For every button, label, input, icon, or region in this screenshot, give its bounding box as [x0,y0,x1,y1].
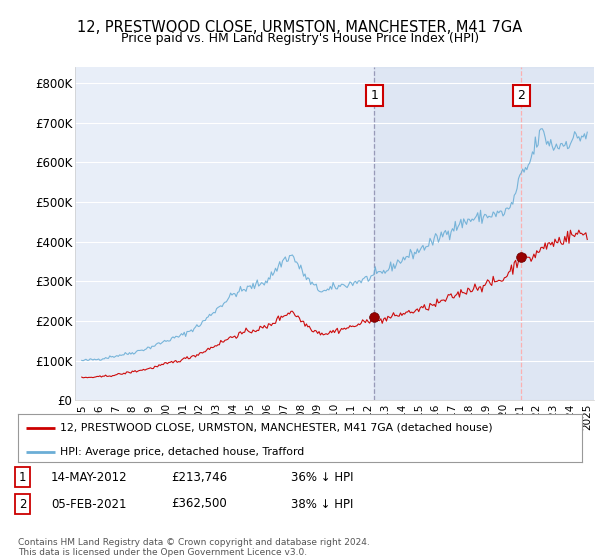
Bar [374,67,596,400]
Text: Contains HM Land Registry data © Crown copyright and database right 2024.
This d: Contains HM Land Registry data © Crown c… [18,538,370,557]
Text: 1: 1 [19,470,26,484]
Text: 12, PRESTWOOD CLOSE, URMSTON, MANCHESTER, M41 7GA (detached house): 12, PRESTWOOD CLOSE, URMSTON, MANCHESTER… [60,423,493,433]
Text: 2: 2 [19,497,26,511]
Text: 36% ↓ HPI: 36% ↓ HPI [291,470,353,484]
Text: £362,500: £362,500 [171,497,227,511]
Text: 1: 1 [370,89,379,102]
Text: Price paid vs. HM Land Registry's House Price Index (HPI): Price paid vs. HM Land Registry's House … [121,32,479,45]
Text: 14-MAY-2012: 14-MAY-2012 [51,470,128,484]
Text: 38% ↓ HPI: 38% ↓ HPI [291,497,353,511]
Text: 05-FEB-2021: 05-FEB-2021 [51,497,127,511]
Text: HPI: Average price, detached house, Trafford: HPI: Average price, detached house, Traf… [60,446,305,456]
Text: 2: 2 [517,89,526,102]
Text: £213,746: £213,746 [171,470,227,484]
Text: 12, PRESTWOOD CLOSE, URMSTON, MANCHESTER, M41 7GA: 12, PRESTWOOD CLOSE, URMSTON, MANCHESTER… [77,20,523,35]
